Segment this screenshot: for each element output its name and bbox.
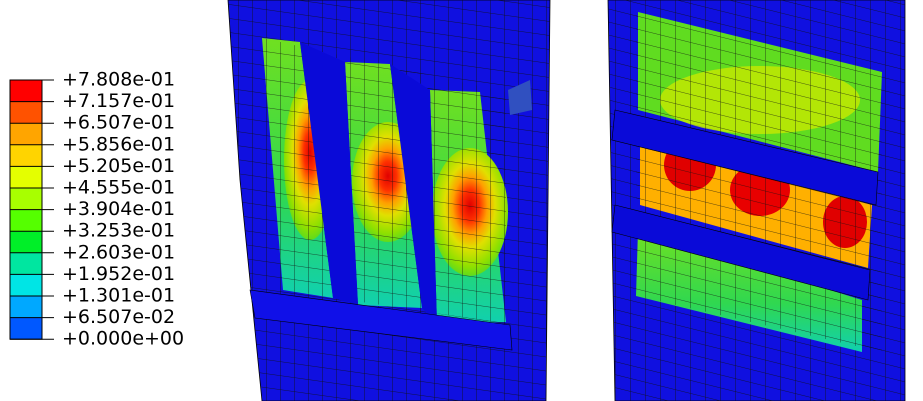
legend-band xyxy=(10,188,42,210)
right-model xyxy=(608,0,905,401)
legend-label: +5.205e-01 xyxy=(62,155,175,177)
legend-band xyxy=(10,253,42,275)
legend-band xyxy=(10,231,42,253)
legend-band xyxy=(10,166,42,188)
legend-label: +7.808e-01 xyxy=(62,69,175,91)
legend-band xyxy=(10,296,42,318)
left-model xyxy=(228,0,550,401)
legend-label: +3.904e-01 xyxy=(62,198,175,220)
legend-label: +3.253e-01 xyxy=(62,220,175,242)
legend-label: +6.507e-01 xyxy=(62,112,175,134)
legend-label: +1.952e-01 xyxy=(62,263,175,285)
legend: +7.808e-01+7.157e-01+6.507e-01+5.856e-01… xyxy=(10,69,184,350)
legend-band xyxy=(10,145,42,167)
legend-label: +0.000e+00 xyxy=(62,328,184,350)
legend-label: +5.856e-01 xyxy=(62,133,175,155)
legend-label: +6.507e-02 xyxy=(62,306,175,328)
legend-band xyxy=(10,123,42,145)
legend-band xyxy=(10,318,42,340)
screenshot: +7.808e-01+7.157e-01+6.507e-01+5.856e-01… xyxy=(0,0,923,401)
legend-band xyxy=(10,80,42,102)
legend-label: +7.157e-01 xyxy=(62,90,175,112)
legend-band xyxy=(10,102,42,124)
legend-label: +2.603e-01 xyxy=(62,241,175,263)
legend-label: +4.555e-01 xyxy=(62,177,175,199)
legend-band xyxy=(10,274,42,296)
legend-label: +1.301e-01 xyxy=(62,285,175,307)
legend-band xyxy=(10,210,42,232)
